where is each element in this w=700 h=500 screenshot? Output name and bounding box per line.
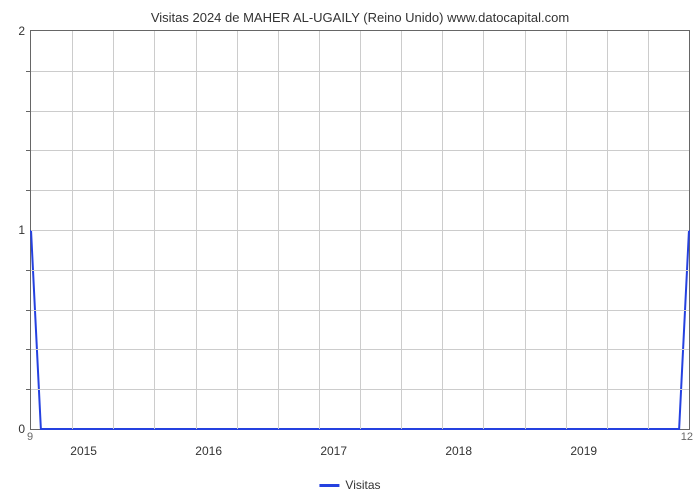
grid-line-horizontal-minor: [31, 190, 689, 191]
grid-line-horizontal-minor: [31, 310, 689, 311]
corner-label-right: 12: [681, 429, 693, 443]
plot-area: 01220152016201720182019912: [30, 30, 690, 430]
grid-line-horizontal-minor: [31, 71, 689, 72]
grid-line-horizontal-minor: [31, 111, 689, 112]
legend-label: Visitas: [345, 478, 380, 492]
legend-swatch: [319, 484, 339, 487]
y-tick-minor: [26, 310, 31, 311]
chart-container: Visitas 2024 de MAHER AL-UGAILY (Reino U…: [30, 10, 690, 440]
grid-line-horizontal-minor: [31, 349, 689, 350]
grid-line-horizontal: [31, 230, 689, 231]
legend: Visitas: [319, 478, 380, 492]
y-axis-label: 2: [18, 24, 31, 38]
y-tick-minor: [26, 150, 31, 151]
y-tick-minor: [26, 111, 31, 112]
corner-label-left: 9: [27, 429, 33, 443]
grid-line-horizontal-minor: [31, 270, 689, 271]
x-axis-label: 2018: [445, 429, 472, 458]
y-tick-minor: [26, 71, 31, 72]
x-axis-label: 2016: [195, 429, 222, 458]
chart-title: Visitas 2024 de MAHER AL-UGAILY (Reino U…: [30, 10, 690, 25]
y-tick-minor: [26, 349, 31, 350]
y-tick-minor: [26, 190, 31, 191]
x-axis-label: 2019: [570, 429, 597, 458]
y-tick-minor: [26, 270, 31, 271]
y-axis-label: 1: [18, 223, 31, 237]
y-tick-minor: [26, 389, 31, 390]
grid-line-horizontal-minor: [31, 389, 689, 390]
grid-line-horizontal-minor: [31, 150, 689, 151]
x-axis-label: 2017: [320, 429, 347, 458]
x-axis-label: 2015: [70, 429, 97, 458]
